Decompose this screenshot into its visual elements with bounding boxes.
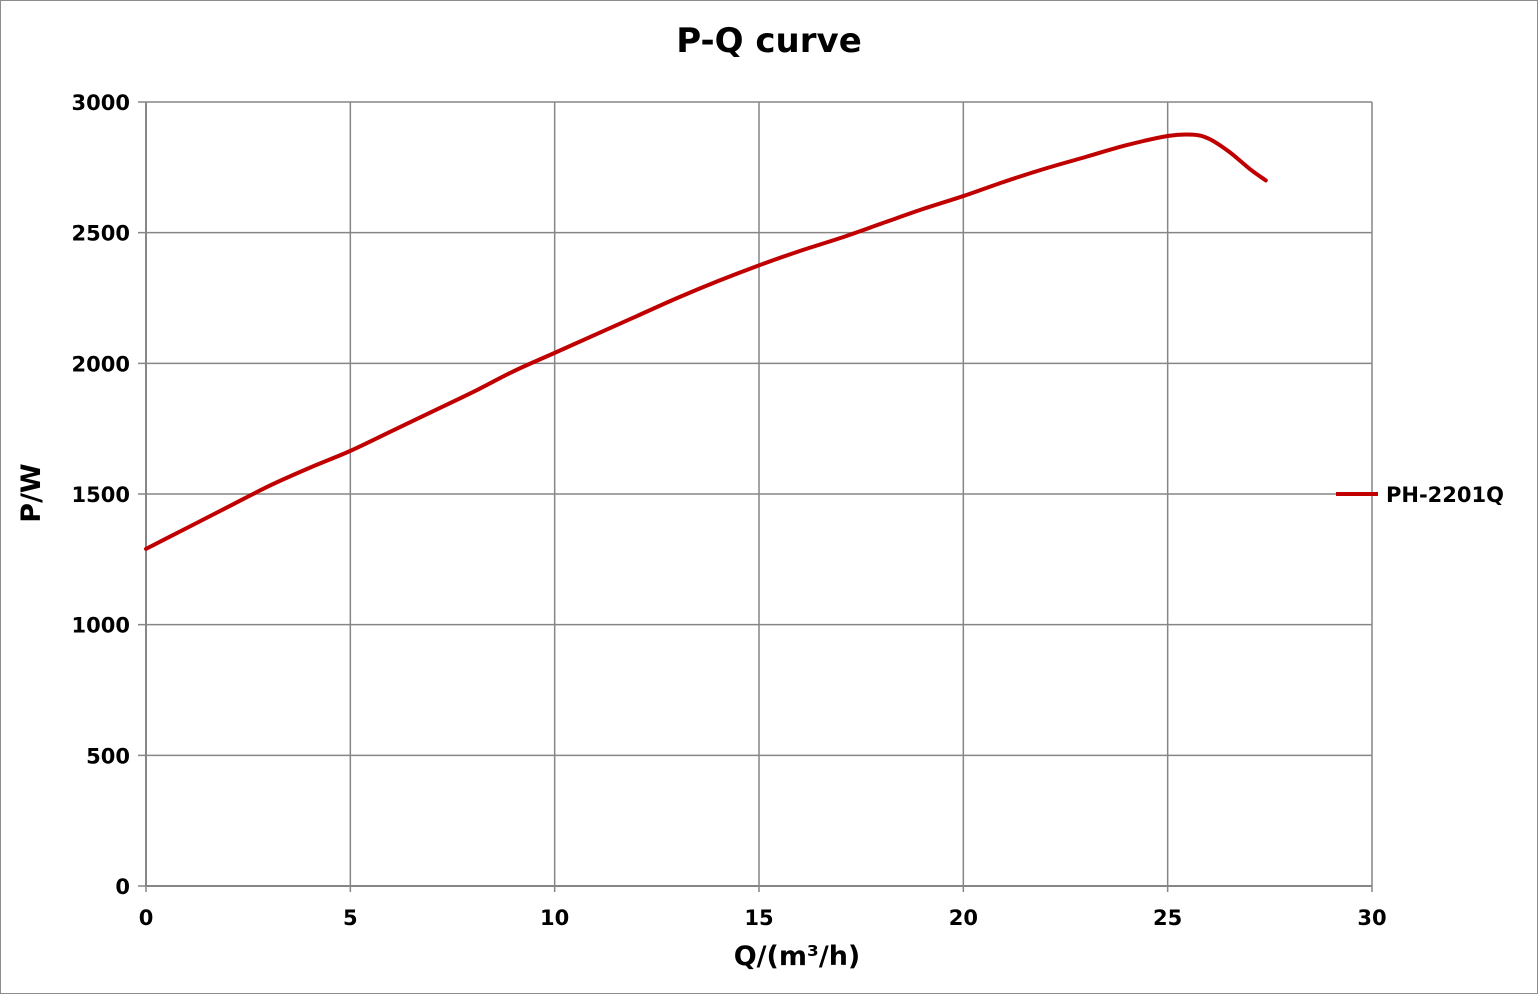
- x-tick-label: 30: [1357, 906, 1386, 930]
- chart-title: P-Q curve: [676, 21, 862, 61]
- series-line: [144, 132, 1268, 551]
- y-tick-label: 1500: [72, 483, 130, 507]
- legend-label: PH-2201Q: [1386, 483, 1504, 507]
- y-tick-label: 0: [115, 875, 130, 899]
- y-tick-label: 1000: [72, 614, 130, 638]
- y-tick-label: 2000: [72, 352, 130, 376]
- y-tick-label: 2500: [72, 222, 130, 246]
- x-axis-label: Q/(m³/h): [734, 941, 861, 972]
- y-tick-label: 3000: [72, 91, 130, 115]
- x-tick-label: 10: [540, 906, 569, 930]
- y-axis-label: P/W: [16, 463, 47, 522]
- x-tick-label: 0: [139, 906, 154, 930]
- x-tick-label: 25: [1153, 906, 1182, 930]
- x-tick-label: 15: [744, 906, 773, 930]
- x-tick-label: 5: [343, 906, 358, 930]
- x-tick-label: 20: [949, 906, 978, 930]
- y-tick-label: 500: [86, 744, 130, 768]
